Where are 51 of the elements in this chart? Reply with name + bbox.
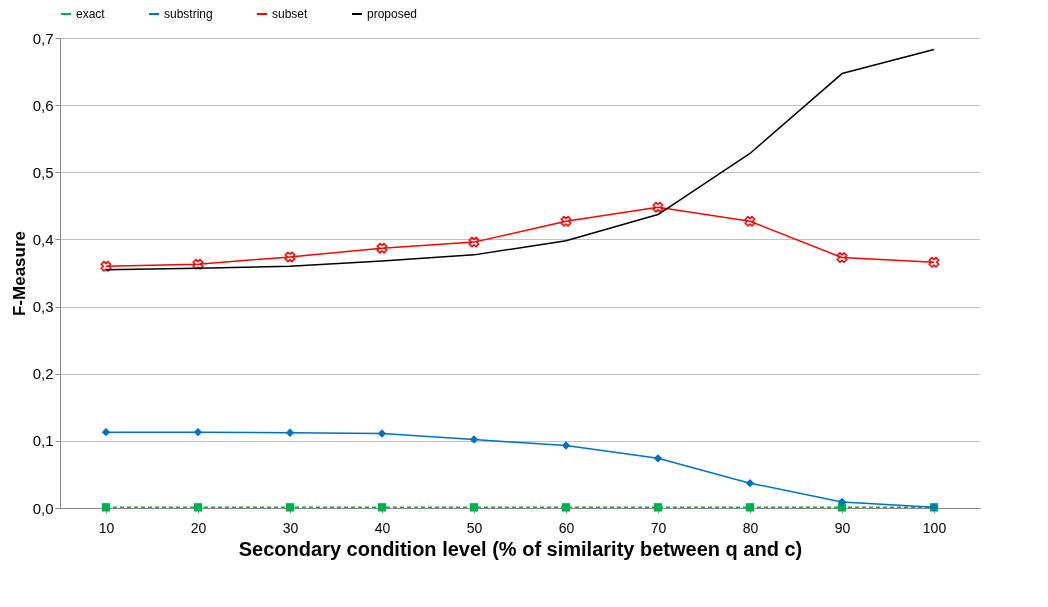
point (744, 215, 756, 227)
point (192, 258, 204, 270)
point (468, 236, 480, 248)
point (561, 503, 571, 512)
y-tick-label: 0,3 (32, 298, 54, 316)
point (837, 497, 847, 507)
point (377, 503, 387, 512)
point (653, 454, 663, 463)
point (193, 427, 203, 437)
y-tick-label: 0,2 (32, 365, 54, 383)
y-tick-label: 0,4 (32, 230, 54, 248)
y-tick-label: 0,7 (32, 29, 54, 47)
x-tick-label: 30 (282, 519, 299, 536)
x-tick-label: 20 (190, 519, 207, 536)
y-tick-label: 0,0 (32, 499, 54, 517)
point (561, 441, 571, 450)
legend-label: exact (76, 7, 106, 21)
x-tick-label: 80 (742, 519, 759, 536)
x-tick-label: 60 (558, 519, 575, 536)
point (101, 427, 111, 437)
point (285, 503, 295, 512)
x-tick-label: 10 (98, 519, 115, 536)
point (377, 429, 387, 438)
legend-label: subset (272, 7, 309, 21)
x-tick-label: 90 (834, 519, 851, 536)
point (285, 428, 295, 437)
legend-label: proposed (367, 7, 418, 21)
point (928, 256, 940, 268)
point (284, 251, 296, 263)
x-tick-label: 50 (466, 519, 483, 536)
point (469, 503, 479, 512)
x-tick-label: 40 (374, 519, 391, 536)
y-tick-label: 0,5 (32, 163, 54, 181)
y-tick-label: 0,6 (32, 96, 54, 114)
y-axis-title: F-Measure (9, 230, 29, 317)
point (652, 201, 664, 213)
point (469, 435, 479, 444)
point (836, 252, 848, 263)
point (101, 503, 111, 512)
x-axis-title: Secondary condition level (% of similarity between q and c) (238, 537, 803, 560)
y-tick-label: 0,1 (32, 432, 54, 450)
x-tick-label: 70 (650, 519, 667, 536)
point (560, 215, 572, 227)
point (100, 260, 112, 272)
point (745, 503, 755, 512)
point (193, 503, 203, 512)
point (376, 242, 388, 254)
legend-label: substring (164, 7, 213, 21)
x-tick-label: 100 (922, 519, 947, 536)
point (745, 478, 755, 488)
point (653, 503, 663, 512)
